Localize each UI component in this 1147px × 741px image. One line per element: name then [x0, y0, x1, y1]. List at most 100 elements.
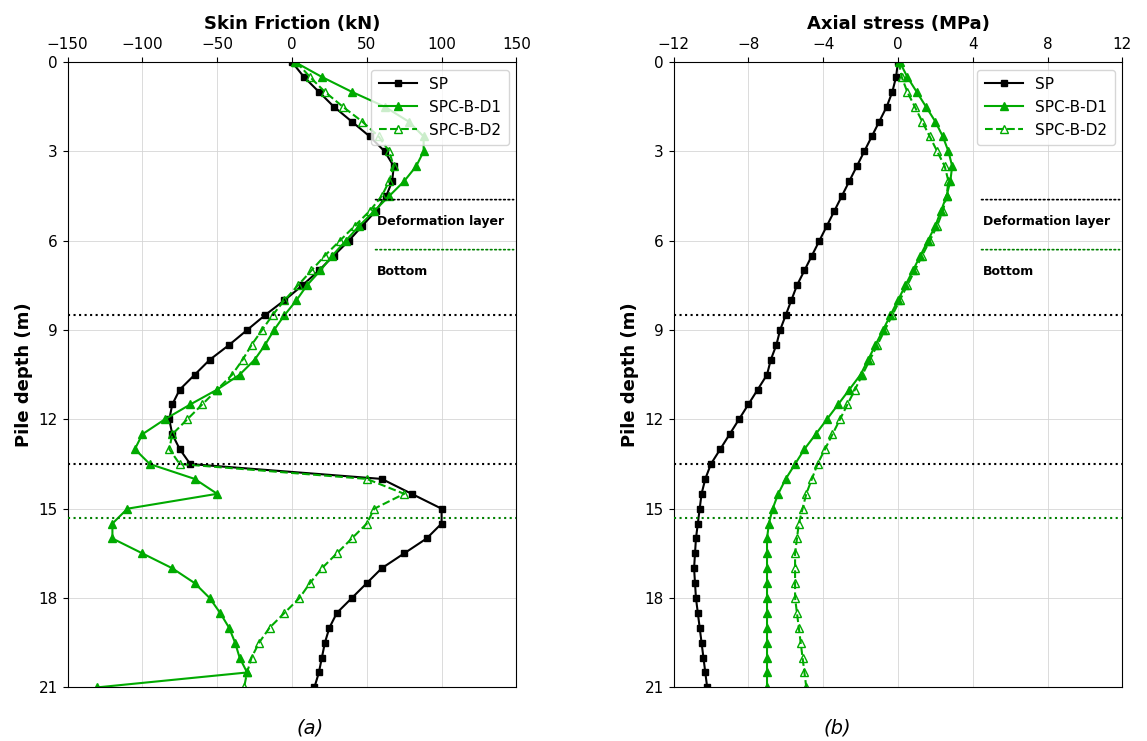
SPC-B-D1 — [248, 356, 262, 365]
SP — [699, 668, 712, 677]
SPC-B-D1 — [906, 266, 920, 275]
SP — [327, 251, 341, 260]
SPC-B-D2 — [291, 281, 305, 290]
SP — [842, 176, 856, 185]
SPC-B-D2 — [833, 415, 846, 424]
SP — [723, 430, 736, 439]
SPC-B-D2 — [266, 310, 280, 319]
SP — [713, 445, 727, 453]
SPC-B-D2 — [936, 207, 950, 216]
SPC-B-D1 — [760, 638, 774, 647]
SP — [770, 340, 783, 349]
SP — [751, 385, 765, 394]
SP — [286, 58, 299, 67]
SP — [812, 236, 826, 245]
SPC-B-D1 — [240, 668, 253, 677]
SPC-B-D1 — [340, 236, 353, 245]
SP — [850, 162, 864, 170]
SPC-B-D1 — [143, 459, 157, 468]
SP — [891, 58, 905, 67]
SP — [223, 340, 236, 349]
SPC-B-D1 — [158, 415, 172, 424]
SPC-B-D1 — [315, 73, 329, 82]
X-axis label: Skin Friction (kN): Skin Friction (kN) — [204, 15, 380, 33]
SPC-B-D2 — [790, 608, 804, 617]
SPC-B-D2 — [788, 549, 802, 558]
SPC-B-D2 — [930, 147, 944, 156]
SP — [307, 683, 321, 692]
SP — [345, 594, 359, 602]
SPC-B-D1 — [910, 87, 923, 96]
SPC-B-D2 — [372, 132, 385, 141]
SPC-B-D2 — [397, 489, 411, 498]
SPC-B-D1 — [135, 430, 149, 439]
SPC-B-D2 — [356, 117, 369, 126]
Line: SPC-B-D2: SPC-B-D2 — [165, 58, 408, 691]
SPC-B-D1 — [900, 73, 914, 82]
SPC-B-D1 — [278, 310, 291, 319]
SPC-B-D2 — [244, 653, 258, 662]
SP — [797, 266, 811, 275]
SPC-B-D1 — [944, 176, 958, 185]
SP — [173, 445, 187, 453]
SPC-B-D2 — [292, 594, 306, 602]
SPC-B-D1 — [760, 579, 774, 588]
SPC-B-D2 — [387, 162, 400, 170]
SP — [779, 310, 793, 319]
SPC-B-D2 — [797, 668, 811, 677]
SP — [315, 653, 329, 662]
SPC-B-D1 — [942, 147, 955, 156]
SPC-B-D2 — [908, 266, 922, 275]
SPC-B-D2 — [237, 683, 251, 692]
SPC-B-D1 — [326, 251, 340, 260]
SP — [785, 296, 798, 305]
SPC-B-D1 — [760, 534, 774, 543]
SP — [377, 147, 391, 156]
SPC-B-D1 — [91, 683, 104, 692]
SP — [342, 236, 356, 245]
SP — [693, 505, 707, 514]
SPC-B-D1 — [210, 385, 224, 394]
SP — [689, 534, 703, 543]
SPC-B-D1 — [760, 549, 774, 558]
SPC-B-D1 — [779, 474, 793, 483]
SPC-B-D1 — [820, 415, 834, 424]
X-axis label: Axial stress (MPa): Axial stress (MPa) — [806, 15, 990, 33]
SPC-B-D2 — [360, 474, 374, 483]
SP — [312, 266, 326, 275]
SPC-B-D1 — [898, 281, 912, 290]
SPC-B-D1 — [258, 340, 272, 349]
SPC-B-D2 — [841, 400, 855, 409]
SPC-B-D1 — [289, 296, 303, 305]
SP — [163, 415, 177, 424]
SPC-B-D2 — [195, 400, 209, 409]
Text: Bottom: Bottom — [377, 265, 429, 278]
SP — [827, 207, 841, 216]
SP — [690, 519, 704, 528]
SPC-B-D1 — [760, 564, 774, 573]
SPC-B-D2 — [799, 683, 813, 692]
SP — [805, 251, 819, 260]
SP — [693, 623, 707, 632]
SP — [405, 489, 419, 498]
SPC-B-D2 — [788, 579, 802, 588]
SP — [318, 638, 331, 647]
SP — [880, 102, 894, 111]
SPC-B-D1 — [409, 162, 423, 170]
Y-axis label: Pile depth (m): Pile depth (m) — [15, 302, 33, 447]
SPC-B-D1 — [892, 58, 906, 67]
SP — [732, 415, 746, 424]
SPC-B-D1 — [928, 222, 942, 230]
SPC-B-D1 — [760, 668, 774, 677]
SPC-B-D1 — [267, 325, 281, 334]
SPC-B-D1 — [921, 236, 935, 245]
SP — [184, 459, 197, 468]
SPC-B-D1 — [288, 58, 302, 67]
SPC-B-D1 — [809, 430, 822, 439]
SP — [356, 222, 369, 230]
SPC-B-D2 — [318, 87, 331, 96]
SPC-B-D1 — [883, 310, 897, 319]
SP — [764, 356, 778, 365]
SP — [790, 281, 804, 290]
SPC-B-D1 — [842, 385, 856, 394]
